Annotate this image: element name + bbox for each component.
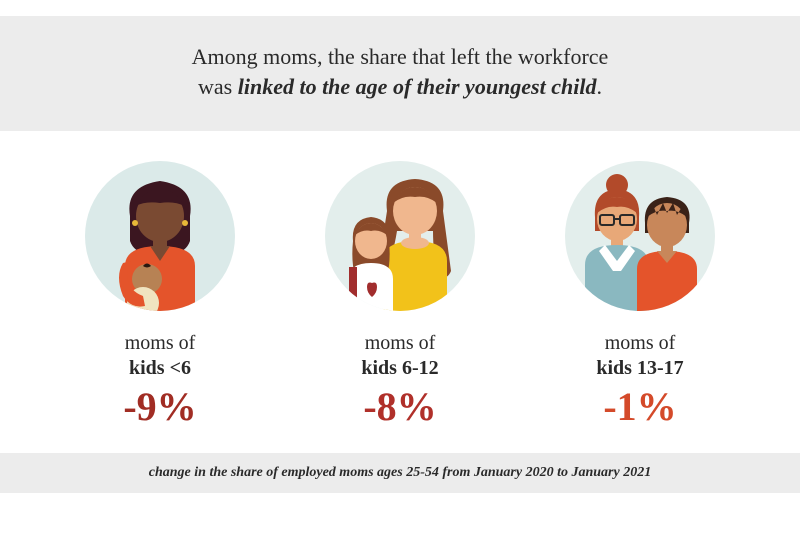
- header-text: Among moms, the share that left the work…: [60, 42, 740, 101]
- card-label: moms of kids <6: [125, 331, 196, 381]
- card-pct: -1%: [603, 387, 676, 427]
- header-line2-prefix: was: [198, 74, 238, 99]
- header-line2-suffix: .: [596, 74, 602, 99]
- card-kids-under-6: moms of kids <6 -9%: [50, 161, 270, 427]
- card-label: moms of kids 13-17: [596, 331, 683, 381]
- footer-text: change in the share of employed moms age…: [149, 465, 651, 480]
- illustration-mom-baby: [85, 161, 235, 311]
- illustration-mom-schoolkid: [325, 161, 475, 311]
- header-band: Among moms, the share that left the work…: [0, 16, 800, 131]
- header-line1: Among moms, the share that left the work…: [192, 44, 609, 69]
- illustration-mom-teen: [565, 161, 715, 311]
- header-line2-bold: linked to the age of their youngest chil…: [238, 74, 597, 99]
- cards-row: moms of kids <6 -9%: [0, 131, 800, 445]
- card-label: moms of kids 6-12: [361, 331, 438, 381]
- card-kids-13-17: moms of kids 13-17 -1%: [530, 161, 750, 427]
- card-pct: -8%: [363, 387, 436, 427]
- card-kids-6-12: moms of kids 6-12 -8%: [290, 161, 510, 427]
- card-pct: -9%: [123, 387, 196, 427]
- footer-band: change in the share of employed moms age…: [0, 453, 800, 493]
